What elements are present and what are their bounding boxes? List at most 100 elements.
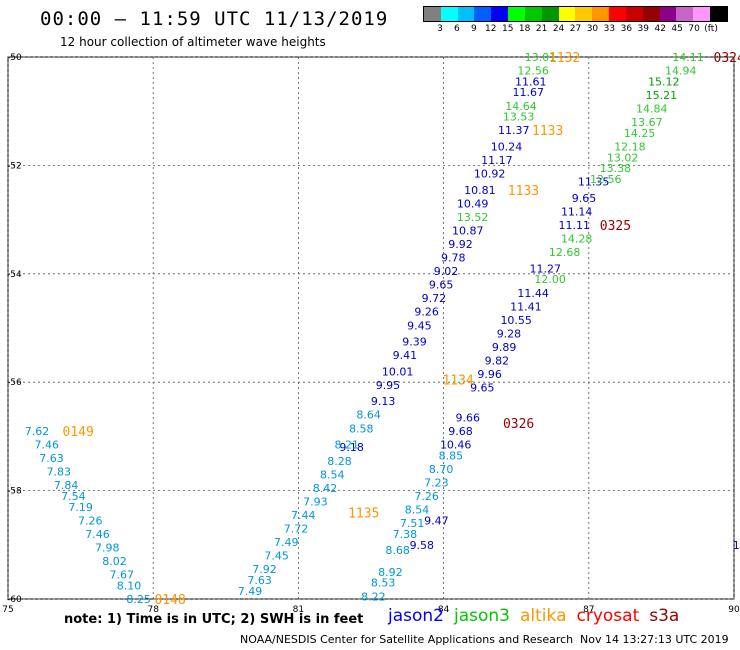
wave-height-value: 14.84 <box>636 102 668 115</box>
wave-height-value: 8.22 <box>361 590 386 603</box>
legend-swatch <box>558 7 576 21</box>
wave-height-value: 11.61 <box>515 75 547 88</box>
wave-height-value: 7.67 <box>109 569 134 582</box>
wave-height-value: 11.37 <box>498 124 530 137</box>
wave-height-value: 9.96 <box>477 368 502 381</box>
wave-height-value: 8.70 <box>429 463 454 476</box>
legend-tick: 24 <box>552 24 565 34</box>
pass-time-label: 1133 <box>508 184 539 199</box>
wave-height-value: 7.26 <box>78 514 103 527</box>
longitude-label: 75 <box>2 605 13 615</box>
legend-swatch <box>424 7 441 21</box>
legend-tick: (ft) <box>704 24 718 34</box>
legend-swatch <box>592 7 610 21</box>
latitude-label: -56 <box>7 378 22 388</box>
wave-height-value: 7.38 <box>393 528 418 541</box>
wave-height-value: 12.56 <box>517 65 549 78</box>
legend-tick: 70 <box>688 24 700 34</box>
legend-tick: 9 <box>470 24 477 34</box>
wave-height-value: 9.41 <box>393 349 418 362</box>
legend-tick: 15 <box>501 24 514 34</box>
longitude-label: 87 <box>583 605 594 615</box>
wave-height-value: 9.13 <box>371 395 396 408</box>
longitude-label: 81 <box>293 605 304 615</box>
wave-height-value: 14.64 <box>505 100 537 113</box>
legend-tick: 18 <box>518 24 531 34</box>
wave-height-value: 8.68 <box>385 544 410 557</box>
satellite-legend: jason2 jason3 altika cryosat s3a <box>388 606 689 626</box>
wave-height-value: 11.14 <box>561 205 593 218</box>
wave-height-value: 10.92 <box>474 168 506 181</box>
pass-time-label: 1135 <box>348 506 379 521</box>
legend-swatch <box>710 7 727 21</box>
legend-tick: 36 <box>620 24 633 34</box>
wave-height-value: 7.49 <box>238 585 263 598</box>
pass-time-label: 0148 <box>154 593 185 608</box>
wave-height-value: 9.82 <box>485 355 510 368</box>
wave-height-value: 8.54 <box>405 504 430 517</box>
wave-height-value: 7.93 <box>303 495 328 508</box>
legend-tick: 45 <box>671 24 683 34</box>
wave-height-value: 7.83 <box>47 466 72 479</box>
pass-time-labels: 1132 1133 1133 1134 1135 0149 0148 0324 0325 0326 <box>63 51 740 608</box>
pass-time-label: 1132 <box>549 51 580 66</box>
legend-swatch <box>642 7 660 21</box>
legend-swatch <box>508 7 525 21</box>
legend-tick: 6 <box>454 24 460 34</box>
wave-height-value: 9.78 <box>441 252 466 265</box>
wave-height-value: 12.18 <box>614 140 646 153</box>
wave-height-value: 7.44 <box>291 509 316 522</box>
latitude-label: -52 <box>7 161 22 171</box>
color-legend: 3 6 9 12 15 18 21 24 27 30 33 36 39 42 45 70 (ft) <box>423 6 728 36</box>
wave-height-value: 10.49 <box>457 197 489 210</box>
wave-height-value: 7.26 <box>414 490 439 503</box>
pass-time-label: 0326 <box>503 417 534 432</box>
wave-height-value: 7.98 <box>95 542 120 555</box>
pass-time-label: 1133 <box>532 124 563 139</box>
legend-swatch <box>575 7 593 21</box>
longitude-label: 84 <box>438 605 450 615</box>
wave-height-value: 14.28 <box>561 233 593 246</box>
wave-height-value: 15.21 <box>646 89 678 102</box>
legend-tick: 27 <box>569 24 582 34</box>
wave-height-value: 9.26 <box>414 306 439 319</box>
wave-height-value: 10.46 <box>440 439 472 452</box>
latitude-label: -58 <box>7 487 22 497</box>
wave-height-value: 12.68 <box>549 246 581 259</box>
wave-height-value: 11.44 <box>517 287 549 300</box>
wave-height-value: 11.35 <box>578 176 610 189</box>
satellite-name: altika <box>520 606 567 626</box>
map-axis-labels: 75 78 81 84 87 90 -50 -52 -54 -56 -58 -60 <box>2 53 740 615</box>
wave-height-value: 9.66 <box>456 411 481 424</box>
pass-time-label: 1134 <box>442 373 473 388</box>
legend-swatch <box>524 7 542 21</box>
wave-height-value: 8.10 <box>117 579 142 592</box>
footnote: note: 1) Time is in UTC; 2) SWH is in fe… <box>64 612 364 627</box>
wave-height-value: 7.46 <box>85 528 110 541</box>
wave-height-value: 9.72 <box>422 292 447 305</box>
wave-height-value: 13.53 <box>503 111 535 124</box>
longitude-label: 78 <box>147 605 159 615</box>
wave-height-value: 8.53 <box>371 577 396 590</box>
wave-height-value: 9.02 <box>434 265 459 278</box>
wave-height-value: 13.52 <box>457 211 489 224</box>
wave-height-value: 9.65 <box>429 279 454 292</box>
wave-height-value: 10.81 <box>464 184 496 197</box>
wave-height-value: 13.01 <box>525 51 557 64</box>
wave-height-value: 9.28 <box>497 327 522 340</box>
wave-height-value: 9.89 <box>492 341 517 354</box>
wave-height-value: 7.49 <box>274 536 299 549</box>
legend-tick: 21 <box>535 24 548 34</box>
legend-swatch <box>625 7 643 21</box>
wave-height-value: 7.63 <box>39 452 64 465</box>
legend-swatch <box>609 7 626 21</box>
wave-height-value: 7.54 <box>61 490 86 503</box>
legend-swatch <box>676 7 694 21</box>
legend-color-bar <box>423 6 728 22</box>
legend-swatch <box>491 7 509 21</box>
wave-height-value: 8.42 <box>313 482 338 495</box>
wave-height-value: 10.87 <box>452 224 484 237</box>
wave-height-value: 7.92 <box>252 563 277 576</box>
